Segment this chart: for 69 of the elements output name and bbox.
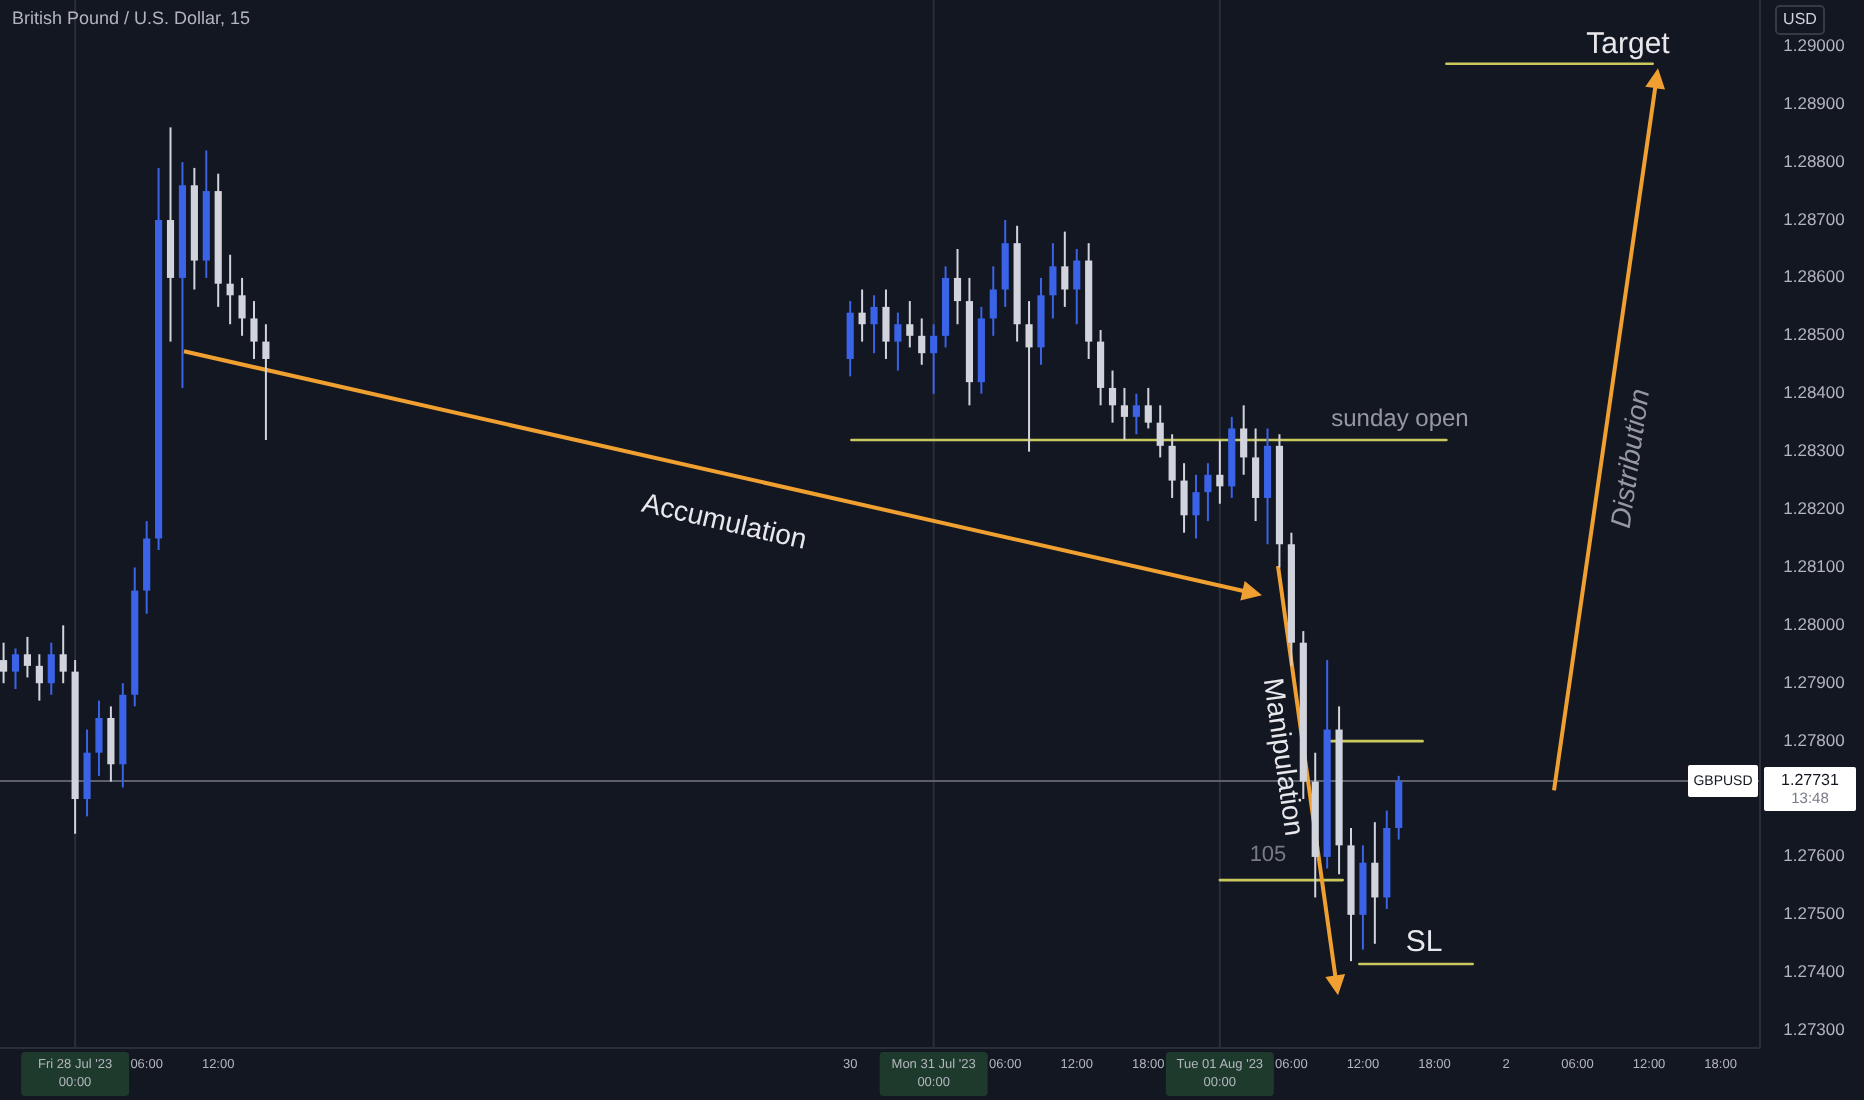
candlestick <box>1216 439 1224 505</box>
candlestick <box>1025 300 1033 453</box>
candlestick <box>953 247 962 326</box>
candlestick <box>107 705 115 783</box>
candlestick <box>1108 369 1117 424</box>
candlestick <box>1395 774 1403 841</box>
candlestick <box>262 323 270 442</box>
y-tick-label: 1.28600 <box>1783 266 1846 287</box>
candlestick <box>11 647 20 691</box>
candlestick <box>894 311 902 372</box>
y-tick-label: 1.28100 <box>1783 555 1846 576</box>
candlestick <box>1240 404 1248 476</box>
candlestick <box>1049 242 1057 320</box>
candlestick <box>1192 473 1200 540</box>
candlestick <box>226 253 234 326</box>
candlestick <box>1073 247 1081 326</box>
y-tick-label: 1.27400 <box>1783 961 1846 982</box>
candlestick <box>1061 230 1069 308</box>
annotation: Manipulation <box>1257 676 1312 838</box>
candlestick <box>858 288 866 343</box>
candlestick <box>930 323 938 395</box>
annotation: sunday open <box>1331 403 1469 432</box>
chart-title: British Pound / U.S. Dollar, 15 <box>12 8 251 28</box>
candlestick <box>0 641 8 685</box>
candlestick <box>1001 219 1009 308</box>
candlestick <box>870 294 878 355</box>
candlestick <box>1132 392 1140 436</box>
y-tick-label: 1.28700 <box>1783 208 1846 229</box>
candlestick <box>1144 386 1152 430</box>
candlestick <box>23 635 31 679</box>
candlestick <box>47 641 55 696</box>
y-tick-label: 1.27300 <box>1783 1019 1846 1040</box>
y-tick-label: 1.28200 <box>1783 498 1846 519</box>
candlestick <box>1156 404 1164 459</box>
annotation: Target <box>1586 26 1672 61</box>
candlestick <box>95 699 103 777</box>
y-tick-label: 1.28300 <box>1783 440 1846 461</box>
y-tick-label: 1.28400 <box>1783 382 1846 403</box>
y-tick-label: 1.29000 <box>1783 34 1846 55</box>
text: USD <box>1783 10 1818 29</box>
candlestick <box>250 300 258 360</box>
annotation: Distribution <box>1603 386 1656 530</box>
candlestick <box>1180 462 1188 534</box>
candlestick <box>1204 462 1212 523</box>
y-tick-label: 1.27600 <box>1783 845 1846 866</box>
candlestick <box>906 300 914 349</box>
y-tick-label: 1.28900 <box>1783 92 1846 113</box>
candlestick <box>882 288 890 360</box>
candlestick <box>1168 433 1176 499</box>
y-tick-label: 1.27800 <box>1783 729 1846 750</box>
y-tick-label: 1.27900 <box>1783 671 1846 692</box>
candlestick <box>35 653 43 702</box>
candlestick <box>83 728 91 818</box>
annotation: SL <box>1405 924 1443 959</box>
annotation: 105 <box>1249 842 1287 867</box>
candlestick <box>989 265 997 337</box>
y-tick-label: 1.28800 <box>1783 150 1846 171</box>
candlestick <box>918 317 926 366</box>
y-tick-label: 1.28500 <box>1783 324 1846 345</box>
y-tick-label: 1.27500 <box>1783 903 1846 924</box>
candlestick <box>846 300 854 378</box>
candlestick <box>59 624 67 685</box>
candlestick <box>1252 427 1260 523</box>
candlestick <box>1120 386 1129 442</box>
candlestick <box>1371 821 1379 945</box>
ref-line-label: 1.27731 <box>1781 771 1841 790</box>
y-tick-label: 1.28000 <box>1783 613 1846 634</box>
candlestick <box>1097 329 1105 407</box>
candlestick <box>238 276 246 337</box>
